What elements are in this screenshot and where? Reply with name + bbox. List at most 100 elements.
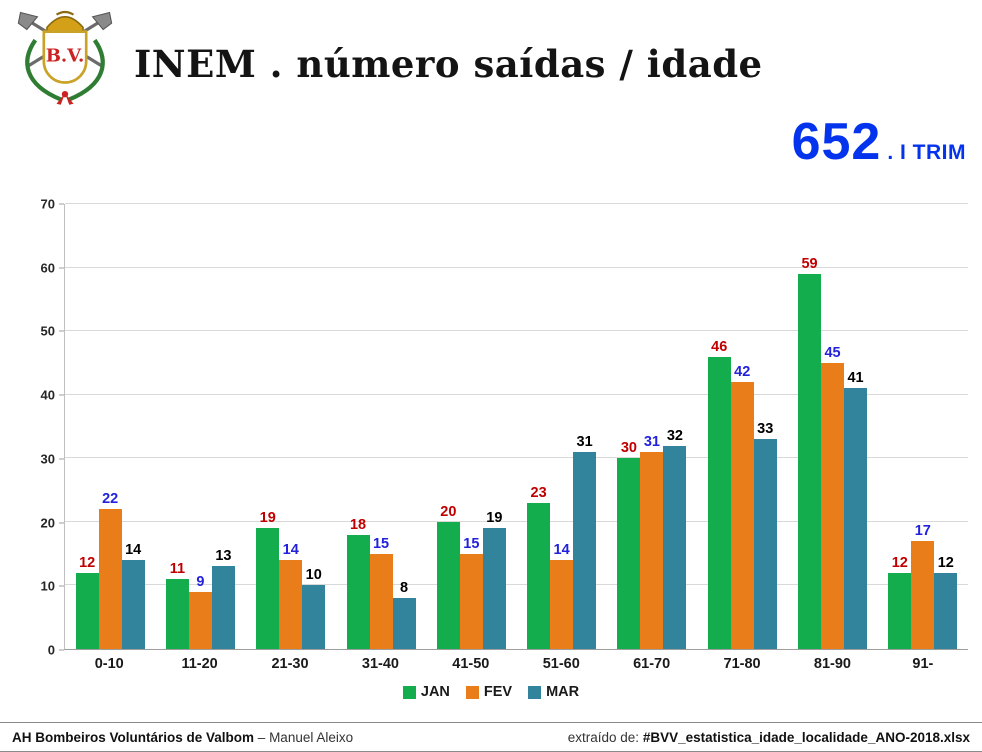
bar-mar-91-: 12	[934, 204, 958, 649]
legend-swatch	[528, 685, 542, 699]
bar-mar-61-70: 32	[663, 204, 687, 649]
bar-group-71-80: 46 42 33	[697, 204, 787, 649]
footer-source-file: #BVV_estatistica_idade_localidade_ANO-20…	[642, 729, 970, 745]
bar-mar-41-50: 19	[482, 204, 506, 649]
footer: AH Bombeiros Voluntários de Valbom – Man…	[0, 722, 982, 752]
footer-org: AH Bombeiros Voluntários de Valbom	[12, 729, 255, 745]
y-axis-tick-label: 20	[40, 515, 55, 531]
bar	[482, 528, 506, 649]
bar-value-label: 23	[530, 484, 547, 501]
bar-value-label: 32	[666, 427, 683, 444]
legend-item-mar: MAR	[528, 684, 579, 700]
bar-group-51-60: 23 14 31	[516, 204, 606, 649]
bar	[753, 439, 777, 649]
bar	[707, 356, 731, 649]
bar	[844, 388, 868, 649]
total-value: 652	[791, 113, 882, 171]
bar-value-label: 42	[734, 364, 751, 380]
bar-value-label: 45	[824, 344, 841, 361]
bar-value-label: 31	[643, 433, 660, 450]
bar-value-label: 14	[125, 542, 142, 558]
legend-label: MAR	[546, 684, 580, 700]
bar	[279, 560, 303, 649]
y-axis-tick-label: 60	[40, 260, 55, 276]
bar-fev-41-50: 15	[459, 204, 483, 649]
bar	[911, 540, 935, 649]
bar	[888, 572, 912, 649]
y-axis-tick-mark	[59, 458, 64, 460]
gridline	[65, 203, 968, 204]
bar-value-label: 46	[711, 338, 728, 355]
bar	[934, 572, 958, 649]
gridlines	[65, 203, 968, 649]
gridline	[65, 584, 968, 586]
bar-jan-11-20: 11	[165, 204, 189, 649]
x-axis-label: 31-40	[361, 656, 399, 672]
legend-item-jan: JAN	[402, 684, 450, 700]
page-title: INEM . número saídas / idade	[134, 42, 763, 86]
y-axis-tick-label: 0	[47, 642, 55, 658]
bar	[369, 553, 393, 649]
bar-mar-0-10: 14	[121, 204, 145, 649]
bar-group-21-30: 19 14 10	[246, 204, 336, 649]
bar-fev-0-10: 22	[98, 204, 122, 649]
bar-mar-71-80: 33	[753, 204, 777, 649]
bvv-logo: B.V.	[17, 10, 113, 105]
bar	[302, 585, 326, 649]
bar-value-label: 14	[282, 542, 299, 558]
bar-jan-0-10: 12	[75, 204, 99, 649]
bar-value-label: 9	[196, 573, 205, 590]
laurel-wreath-icon	[25, 38, 105, 102]
bar-group-41-50: 20 15 19	[426, 204, 516, 649]
bar-fev-11-20: 9	[188, 204, 212, 649]
bar-group-61-70: 30 31 32	[607, 204, 697, 649]
bar	[459, 553, 483, 649]
bar-jan-71-80: 46	[707, 204, 731, 649]
bar	[188, 591, 212, 649]
bar	[640, 451, 664, 649]
bar	[165, 579, 189, 649]
bar-value-label: 12	[79, 554, 96, 571]
y-axis-tick-mark	[59, 394, 64, 396]
bar	[436, 521, 460, 649]
legend-label: FEV	[483, 684, 513, 700]
footer-left: AH Bombeiros Voluntários de Valbom – Man…	[12, 730, 353, 745]
plot-area: 12 22 14 11 9 13 19 14 10 18 15 8 20 15 19 23 14 31 30 31 32…	[64, 203, 968, 650]
bar	[211, 566, 235, 649]
bar	[527, 502, 551, 649]
bar-jan-81-90: 59	[798, 204, 822, 649]
x-axis-label: 51-60	[542, 656, 580, 672]
gridline	[65, 393, 968, 395]
bar-value-label: 13	[215, 548, 232, 565]
bar-mar-81-90: 41	[844, 204, 868, 649]
y-axis-tick-mark	[59, 203, 64, 205]
bar-value-label: 12	[891, 554, 908, 571]
bar-jan-61-70: 30	[617, 204, 641, 649]
bar-value-label: 22	[102, 491, 119, 508]
bar-value-label: 59	[801, 255, 818, 272]
bar	[663, 445, 687, 649]
bar-value-label: 30	[620, 440, 637, 457]
quarter-total: 652 . I TRIM	[792, 116, 966, 168]
shield-icon	[42, 30, 88, 84]
bar-fev-31-40: 15	[369, 204, 393, 649]
bar-group-81-90: 59 45 41	[787, 204, 877, 649]
bar-group-31-40: 18 15 8	[336, 204, 426, 649]
bar-mar-21-30: 10	[302, 204, 326, 649]
header: B.V. INEM . número saídas / idade	[12, 6, 763, 106]
bar	[121, 560, 145, 649]
x-axis-label: 91-	[912, 656, 934, 672]
bar-mar-11-20: 13	[211, 204, 235, 649]
y-axis-tick-mark	[59, 267, 64, 269]
legend-swatch	[465, 685, 479, 699]
x-axis-label: 81-90	[813, 656, 851, 672]
gridline	[65, 266, 968, 268]
y-axis: 0 10 20 30 40 50 60 70	[30, 197, 64, 658]
bar	[573, 451, 597, 649]
x-axis-label: 11-20	[181, 656, 218, 672]
bar-value-label: 17	[914, 522, 931, 539]
bar-value-label: 8	[399, 580, 409, 597]
x-axis-label: 0-10	[94, 656, 124, 672]
bar-value-label: 10	[305, 567, 322, 584]
